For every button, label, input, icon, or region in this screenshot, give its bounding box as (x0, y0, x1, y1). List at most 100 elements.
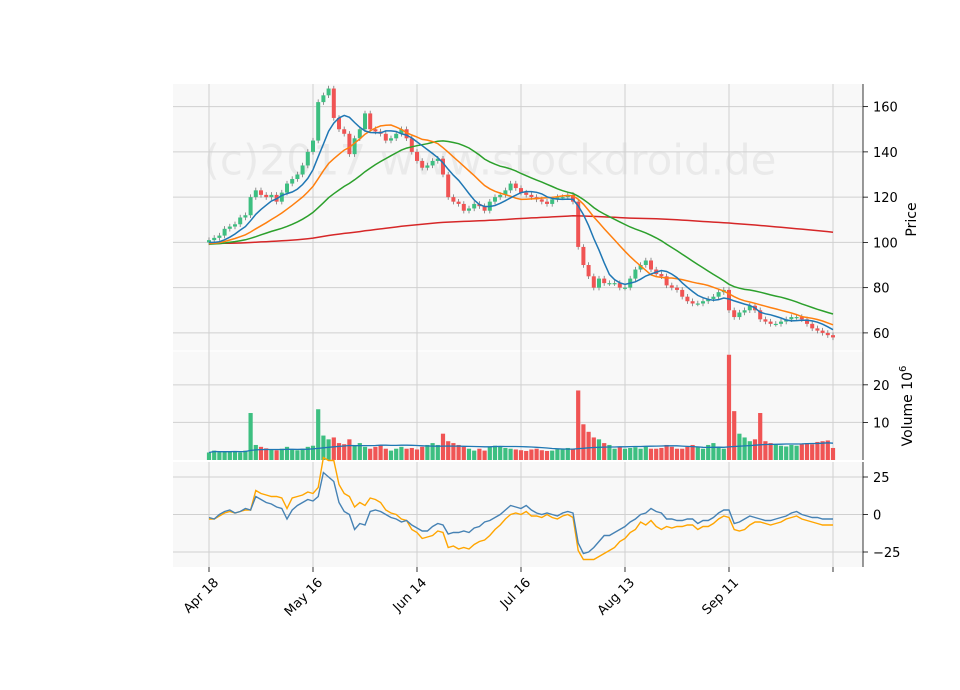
candle-body (233, 224, 237, 227)
volume-bar (544, 450, 550, 460)
price-tick-label: 80 (873, 282, 890, 297)
candle-body (290, 179, 295, 184)
volume-bar (830, 447, 836, 460)
volume-bar (435, 444, 440, 460)
ma-200-line (209, 215, 834, 245)
volume-unit-exponent: 6 (898, 366, 909, 372)
candle-body (357, 129, 362, 139)
candle-body (399, 129, 404, 134)
volume-bar (347, 439, 352, 460)
candle-body (560, 197, 565, 199)
candle-body (571, 194, 575, 202)
volume-bar (534, 448, 539, 460)
volume-bar (331, 437, 336, 460)
candle-body (279, 192, 284, 202)
candle-body (409, 138, 414, 152)
candle-body (264, 194, 269, 198)
volume-bar (466, 448, 472, 460)
price-tick-label: 60 (873, 327, 890, 342)
volume-bar (456, 444, 461, 460)
candle-body (383, 133, 388, 141)
candle-body (295, 174, 300, 180)
volume-tick-label: 20 (873, 379, 890, 394)
candle-body (825, 332, 830, 336)
volume-bar (768, 443, 773, 460)
volume-bar (669, 446, 674, 460)
price-tick-label: 100 (873, 236, 898, 251)
candle-body (789, 317, 794, 320)
volume-bar (232, 450, 238, 460)
volume-bar (409, 447, 414, 460)
candle-body (321, 95, 326, 103)
candle-body (742, 310, 747, 313)
candle-body (508, 183, 513, 191)
volume-bar (742, 437, 747, 460)
volume-bar (789, 444, 794, 460)
volume-bar (617, 446, 622, 460)
candle-body (435, 158, 440, 161)
volume-bar (279, 448, 284, 460)
volume-bar (586, 431, 591, 460)
candle-body (602, 278, 607, 284)
volume-bar (503, 447, 508, 460)
candle-body (363, 113, 367, 130)
volume-bar (336, 443, 342, 460)
candle-body (638, 265, 643, 270)
x-tick-label: Aug 13 (595, 575, 638, 618)
volume-bar (529, 449, 534, 460)
candle-body (259, 190, 263, 195)
volume-bar (810, 444, 815, 460)
candle-body (253, 190, 258, 198)
candle-body (773, 323, 778, 326)
volume-bar (654, 448, 659, 460)
volume-bar (695, 446, 700, 460)
candle-body (815, 328, 820, 331)
candle-body (591, 276, 596, 288)
candle-body (446, 174, 451, 198)
volume-bar (243, 450, 248, 460)
volume-bar (773, 444, 778, 460)
x-tick-label: Jun 14 (390, 575, 430, 615)
volume-bar (643, 446, 648, 460)
candle-body (690, 301, 695, 304)
volume-bar (248, 413, 253, 460)
candle-body (420, 160, 425, 168)
volume-bar (388, 450, 394, 460)
volume-bar (638, 448, 643, 460)
candle-body (519, 188, 523, 193)
candle-body (207, 240, 211, 243)
volume-bar (274, 450, 279, 460)
candle-body (441, 158, 445, 175)
ma-short-line (209, 114, 834, 331)
candle-body (664, 276, 669, 286)
oscillator-tick-label: 25 (873, 471, 890, 486)
candle-body (695, 303, 700, 305)
volume-bar (555, 449, 560, 460)
volume-bar (747, 441, 752, 460)
candle-body (716, 292, 721, 297)
candle-body (711, 296, 716, 299)
volume-bar (305, 446, 310, 460)
candle-body (212, 237, 217, 241)
volume-bar (690, 444, 695, 460)
candle-body (805, 319, 809, 324)
price-tick-label: 120 (873, 191, 898, 206)
candle-body (706, 298, 711, 302)
volume-bar (378, 444, 383, 460)
volume-bar (539, 450, 544, 460)
candle-body (373, 129, 378, 132)
volume-bar (732, 411, 737, 460)
candle-body (404, 129, 409, 139)
candle-body (607, 283, 612, 285)
volume-bar (716, 446, 721, 460)
volume-bar (711, 443, 716, 460)
candle-body (550, 199, 555, 204)
volume-bar (706, 444, 711, 460)
volume-bar (799, 444, 804, 460)
candle-body (701, 301, 705, 304)
candle-body (737, 312, 742, 318)
volume-bar (446, 441, 451, 460)
oscillator-line-1 (208, 471, 833, 555)
volume-bar (596, 439, 602, 460)
